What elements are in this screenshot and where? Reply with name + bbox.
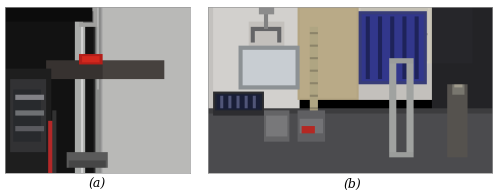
Text: (a): (a) xyxy=(89,178,106,191)
Text: (b): (b) xyxy=(344,178,361,191)
